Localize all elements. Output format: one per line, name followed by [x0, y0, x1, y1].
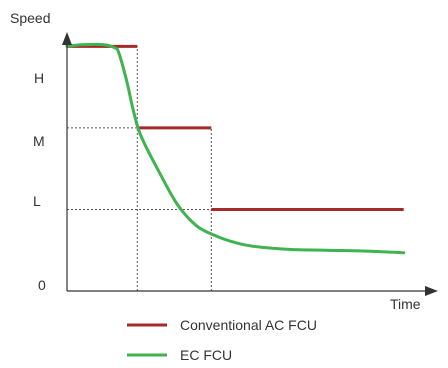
x-axis-label: Time [390, 296, 421, 312]
series-ec-fcu-line [65, 42, 406, 255]
y-axis-arrow-icon [62, 32, 72, 45]
legend-label-conventional-ac-fcu: Conventional AC FCU [180, 317, 317, 333]
x-axis-arrow-icon [425, 286, 438, 296]
y-axis-label: Speed [10, 10, 50, 26]
legend: Conventional AC FCU EC FCU [127, 317, 317, 363]
guide-lines [67, 46, 212, 291]
y-tick-l: L [33, 193, 41, 209]
y-tick-m: M [33, 133, 45, 149]
y-tick-0: 0 [38, 277, 46, 293]
series-lines [65, 42, 406, 255]
legend-label-ec-fcu: EC FCU [180, 347, 232, 363]
y-tick-h: H [34, 70, 44, 86]
